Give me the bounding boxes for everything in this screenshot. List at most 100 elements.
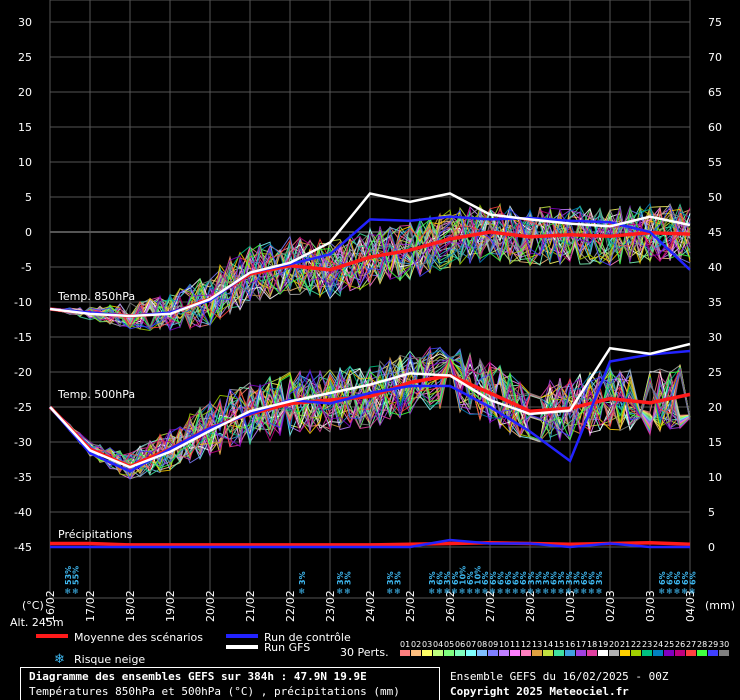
snowflake-icon: ❄ xyxy=(667,587,673,597)
snow-risk-label: 6% xyxy=(512,571,521,585)
perturbation-legend-swatch xyxy=(488,650,498,656)
panel-label-t500: Temp. 500hPa xyxy=(57,388,135,401)
perturbation-legend-swatch xyxy=(708,650,718,656)
snowflake-icon: ❄ xyxy=(54,652,65,667)
snow-risk-label: 55% xyxy=(72,566,81,585)
x-tick: 26/02 xyxy=(444,590,457,622)
perturbation-line xyxy=(49,353,691,464)
perturbation-legend-swatch xyxy=(719,650,729,656)
perturbation-legend-number: 05 xyxy=(444,640,454,649)
x-tick: 24/02 xyxy=(364,590,377,622)
altitude-label: Alt. 245m xyxy=(10,616,64,629)
perturbation-legend-number: 22 xyxy=(631,640,641,649)
snowflake-icon: ❄ xyxy=(444,587,450,597)
snowflake-icon: ❄ xyxy=(73,587,79,597)
panel-label-precip: Précipitations xyxy=(58,528,133,541)
y-tick-right: 60 xyxy=(708,121,722,134)
y-tick-left: 20 xyxy=(18,86,32,99)
y-tick-right: 10 xyxy=(708,471,722,484)
y-tick-left: 5 xyxy=(25,191,32,204)
snowflake-icon: ❄ xyxy=(543,587,549,597)
snowflake-icon: ❄ xyxy=(551,587,557,597)
perturbation-legend-swatch xyxy=(543,650,553,656)
snowflake-icon: ❄ xyxy=(345,587,351,597)
footer-subtitle: Températures 850hPa et 500hPa (°C) , pré… xyxy=(29,685,400,698)
perturbation-legend-number: 03 xyxy=(422,640,432,649)
x-tick: 19/02 xyxy=(164,590,177,622)
grid xyxy=(49,0,691,599)
x-tick: 17/02 xyxy=(84,590,97,622)
perturbation-line xyxy=(49,209,691,323)
y-tick-right: 45 xyxy=(708,226,722,239)
snowflake-icon: ❄ xyxy=(596,587,602,597)
perturbation-line xyxy=(49,356,691,469)
y-tick-left: -5 xyxy=(21,261,32,274)
snowflake-icon: ❄ xyxy=(528,587,534,597)
series-line xyxy=(48,373,691,469)
y-tick-right: 40 xyxy=(708,261,722,274)
perturbation-legend-number: 18 xyxy=(587,640,597,649)
perturbation-line xyxy=(49,206,691,321)
perturbation-legend-swatch xyxy=(631,650,641,656)
legend-mean-label: Moyenne des scénarios xyxy=(74,631,203,644)
snowflake-icon: ❄ xyxy=(467,587,473,597)
snow-risk-label: 3% xyxy=(534,571,543,585)
snowflake-icon: ❄ xyxy=(674,587,680,597)
perturbation-legend-swatch xyxy=(477,650,487,656)
perturbation-legend-swatch xyxy=(532,650,542,656)
snowflake-icon: ❄ xyxy=(65,587,71,597)
y-axis-left-ticks: 30 25 20 15 10 5 0 -5 -10 -15 -20 -25 -30 -35 -40 -45 xyxy=(14,16,32,554)
snow-risk-label: 3% xyxy=(386,571,395,585)
perturbation-line xyxy=(49,205,691,330)
perturbation-legend-number: 27 xyxy=(686,640,696,649)
snow-risk-label: 3% xyxy=(394,571,403,585)
snow-risk-label: 10% xyxy=(458,566,467,585)
y-tick-right: 35 xyxy=(708,296,722,309)
snowflake-icon: ❄ xyxy=(337,587,343,597)
x-tick: 04/03 xyxy=(684,590,697,622)
series-lines xyxy=(48,192,691,549)
perturbation-legend-swatch xyxy=(598,650,608,656)
perturbation-legend-number: 13 xyxy=(532,640,542,649)
snow-risk-label: 3% xyxy=(595,571,604,585)
perturbation-legend-swatch xyxy=(499,650,509,656)
x-tick: 01/03 xyxy=(564,590,577,622)
perturbation-line xyxy=(49,356,691,470)
snowflake-icon: ❄ xyxy=(573,587,579,597)
legend-mean-swatch xyxy=(36,634,68,638)
perturbation-legend-swatch xyxy=(554,650,564,656)
y-tick-right: 70 xyxy=(708,51,722,64)
perturbation-legend-swatch xyxy=(433,650,443,656)
snow-risk-markers: 53%❄55%❄3%❄3%❄3%❄3%❄3%❄3%❄6%❄3%❄6%❄10%❄6… xyxy=(64,566,697,597)
y-tick-left: 25 xyxy=(18,51,32,64)
snowflake-icon: ❄ xyxy=(490,587,496,597)
y-tick-right: 0 xyxy=(708,541,715,554)
y-tick-left: -35 xyxy=(14,471,32,484)
y-tick-left: 10 xyxy=(18,156,32,169)
x-tick: 16/02 xyxy=(44,590,57,622)
y-tick-right: 15 xyxy=(708,436,722,449)
perturbation-legend-number: 23 xyxy=(642,640,652,649)
snow-risk-label: 6% xyxy=(688,571,697,585)
perturbation-legend-number: 15 xyxy=(554,640,564,649)
perturbation-legend-number: 25 xyxy=(664,640,674,649)
y-tick-left: -15 xyxy=(14,331,32,344)
snow-risk-label: 3% xyxy=(557,571,566,585)
perturbation-legend-number: 16 xyxy=(565,640,575,649)
perturbation-legend-number: 12 xyxy=(521,640,531,649)
y-tick-right: 75 xyxy=(708,16,722,29)
x-tick: 23/02 xyxy=(324,590,337,622)
perturbation-line xyxy=(49,208,691,326)
perturbation-line xyxy=(49,207,691,332)
y-tick-right: 50 xyxy=(708,191,722,204)
perturbation-legend-number: 11 xyxy=(510,640,520,649)
snow-risk-label: 6% xyxy=(451,571,460,585)
snowflake-icon: ❄ xyxy=(299,587,305,597)
perturbation-legend-number: 28 xyxy=(697,640,707,649)
perturbation-legend-swatch xyxy=(444,650,454,656)
perturbation-legend-number: 19 xyxy=(598,640,608,649)
perturbation-legend-number: 29 xyxy=(708,640,718,649)
legend-gfs-label: Run GFS xyxy=(264,641,310,654)
y-tick-right: 30 xyxy=(708,331,722,344)
